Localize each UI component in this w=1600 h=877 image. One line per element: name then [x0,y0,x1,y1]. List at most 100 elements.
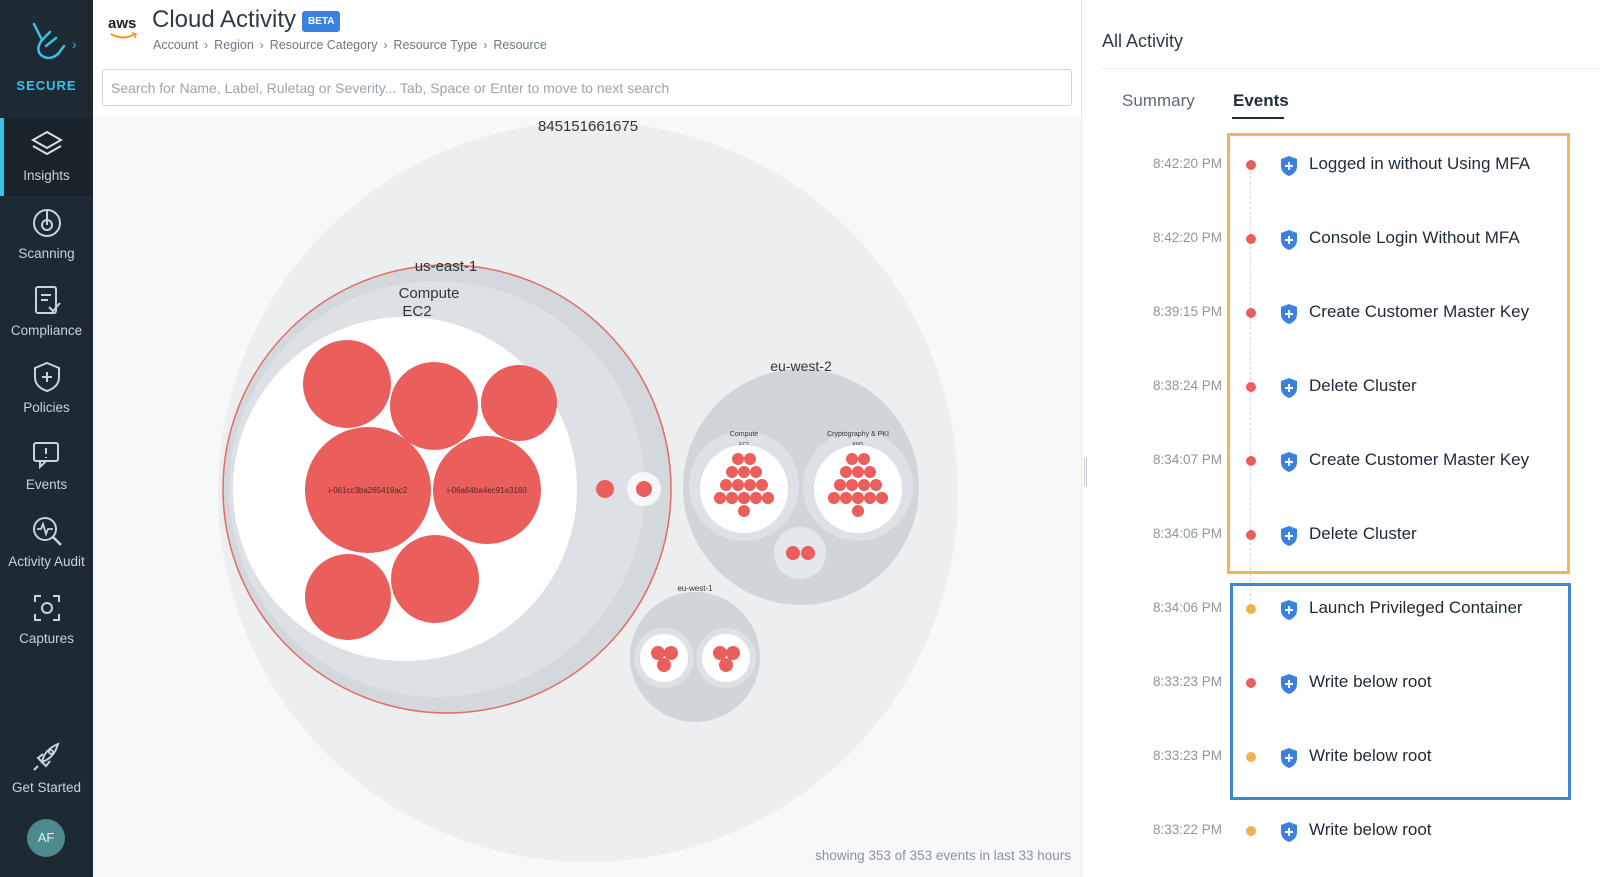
resource-bubble[interactable] [756,479,768,491]
sidebar-item-events[interactable]: Events [0,427,93,505]
shield-icon [1281,600,1297,620]
tab-summary[interactable]: Summary [1122,91,1195,110]
region-bubble-eu-west-2[interactable] [683,369,919,605]
event-row[interactable]: 8:33:23 PM Write below root [1102,666,1592,706]
resource-bubble[interactable] [750,466,762,478]
resource-bubble[interactable] [744,453,756,465]
resource-bubble[interactable] [726,466,738,478]
sidebar-item-captures[interactable]: Captures [0,581,93,659]
panel-divider [1081,0,1082,877]
chevron-right-icon[interactable]: › [72,36,77,52]
resource-bubble[interactable] [305,554,391,640]
region-bubble-eu-west-1[interactable] [630,592,760,722]
resource-bubble[interactable] [664,646,678,660]
resource-bubble[interactable] [840,492,852,504]
sidebar-item-label: Compliance [10,323,83,338]
event-row[interactable]: 8:38:24 PM Delete Cluster [1102,370,1592,410]
resource-bubble[interactable] [801,546,815,560]
resource-bubble[interactable] [864,492,876,504]
event-name: Console Login Without MFA [1309,228,1520,247]
resource-bubble[interactable] [738,466,750,478]
tab-events[interactable]: Events [1233,91,1289,110]
resource-bubble[interactable] [738,492,750,504]
resource-bubble[interactable] [738,505,750,517]
event-row[interactable]: 8:42:20 PM Console Login Without MFA [1102,222,1592,262]
gauge-icon [33,209,61,237]
resource-bubble[interactable] [303,340,391,428]
type-bubble-ec2[interactable] [700,445,788,533]
resource-bubble[interactable] [858,453,870,465]
resource-bubble[interactable] [720,479,732,491]
resource-bubble[interactable] [744,479,756,491]
breadcrumb-item[interactable]: Resource Type [393,38,478,52]
resource-bubble[interactable] [726,492,738,504]
resource-bubble[interactable] [750,492,762,504]
clipboard-icon [35,286,61,314]
resource-bubble[interactable] [858,479,870,491]
resource-bubble[interactable] [870,479,882,491]
resource-bubble[interactable] [391,535,479,623]
resource-bubble[interactable] [840,466,852,478]
sidebar-item-get-started[interactable]: Get Started [0,730,93,808]
resource-bubble[interactable] [732,453,744,465]
severity-dot [1246,678,1256,688]
resource-bubble[interactable] [713,646,727,660]
resource-bubble[interactable] [834,479,846,491]
resource-bubble[interactable] [305,427,431,553]
sidebar-item-compliance[interactable]: Compliance [0,273,93,351]
event-row[interactable]: 8:34:06 PM Launch Privileged Container [1102,592,1592,632]
event-time: 8:34:06 PM [1152,526,1222,541]
brand[interactable]: › SECURE [0,0,93,110]
chevron-right-icon: › [259,38,264,52]
resource-bubble[interactable] [714,492,726,504]
event-row[interactable]: 8:33:22 PM Write below root [1102,814,1592,854]
breadcrumb-item[interactable]: Resource [493,38,547,52]
resource-bubble[interactable] [719,658,733,672]
resource-bubble[interactable] [481,365,557,441]
event-time: 8:42:20 PM [1152,230,1222,245]
resource-bubble[interactable] [732,479,744,491]
resource-bubble[interactable] [657,658,671,672]
breadcrumb-item[interactable]: Resource Category [269,38,378,52]
resize-handle[interactable] [1084,458,1087,486]
aws-logo: aws [108,15,138,41]
resource-bubble[interactable] [846,453,858,465]
event-name: Write below root [1309,820,1432,839]
event-time: 8:38:24 PM [1152,378,1222,393]
resource-bubble[interactable] [852,505,864,517]
brand-label: SECURE [16,78,77,93]
sidebar-item-policies[interactable]: Policies [0,350,93,428]
sidebar-item-scanning[interactable]: Scanning [0,196,93,274]
resource-bubble[interactable] [846,479,858,491]
resource-bubble[interactable] [852,466,864,478]
resource-bubble[interactable] [828,492,840,504]
resource-bubble[interactable] [636,481,652,497]
resource-bubble[interactable] [651,646,665,660]
resource-bubble[interactable] [876,492,888,504]
resource-bubble[interactable] [786,546,800,560]
highlight-box-blue [1230,583,1571,800]
shield-icon [34,361,60,393]
resource-bubble[interactable] [864,466,876,478]
resource-bubble[interactable] [433,436,541,544]
resource-bubble[interactable] [852,492,864,504]
resource-bubble[interactable] [390,362,478,450]
event-row[interactable]: 8:33:23 PM Write below root [1102,740,1592,780]
event-row[interactable]: 8:39:15 PM Create Customer Master Key [1102,296,1592,336]
type-bubble-kms[interactable] [814,445,902,533]
event-row[interactable]: 8:34:06 PM Delete Cluster [1102,518,1592,558]
event-time: 8:34:06 PM [1152,600,1222,615]
resource-bubble[interactable] [762,492,774,504]
avatar[interactable]: AF [27,819,65,857]
breadcrumb-item[interactable]: Account [153,38,199,52]
event-row[interactable]: 8:34:07 PM Create Customer Master Key [1102,444,1592,484]
search-input[interactable] [102,69,1072,106]
breadcrumb-item[interactable]: Region [214,38,254,52]
event-row[interactable]: 8:42:20 PM Logged in without Using MFA [1102,148,1592,188]
severity-dot [1246,752,1256,762]
resource-bubble[interactable] [596,480,614,498]
resource-bubble[interactable] [726,646,740,660]
chevron-right-icon: › [204,38,209,52]
sidebar-item-insights[interactable]: Insights [0,118,93,196]
sidebar-item-activity-audit[interactable]: Activity Audit [0,504,93,582]
